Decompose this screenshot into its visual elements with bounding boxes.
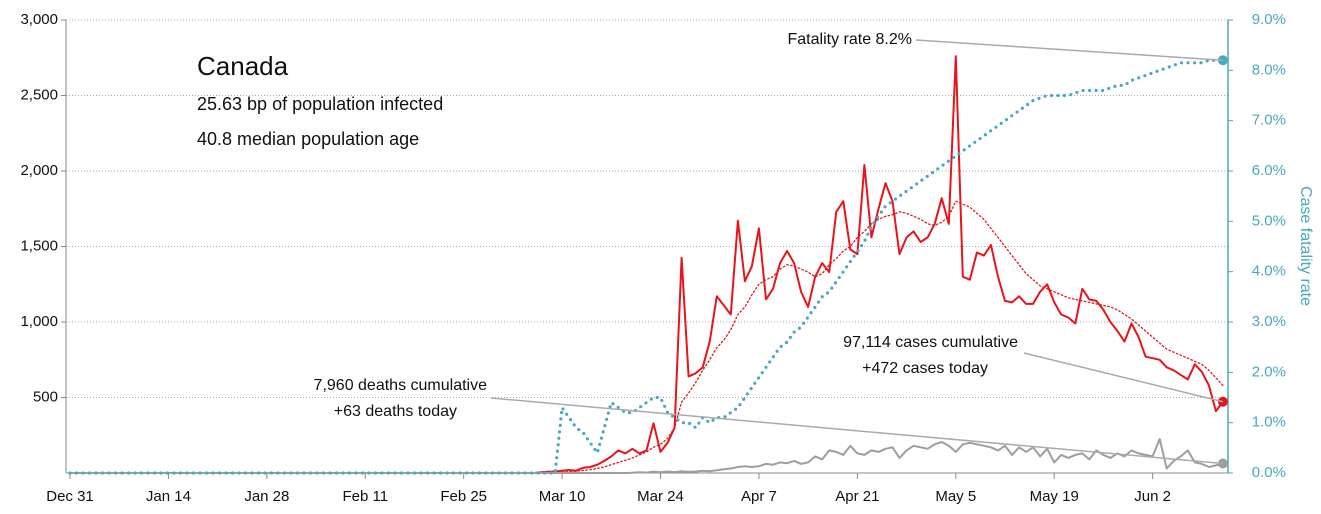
y2-tick-label: 6.0% [1252, 162, 1286, 179]
x-tick-label: Jan 28 [244, 488, 289, 505]
x-tick-label: Mar 10 [539, 488, 586, 505]
y2-tick-label: 9.0% [1252, 11, 1286, 28]
x-tick-label: May 5 [935, 488, 976, 505]
y-tick-label: 2,000 [20, 162, 58, 179]
y2-tick-label: 3.0% [1252, 313, 1286, 330]
x-tick-label: Dec 31 [46, 488, 94, 505]
leader-line [490, 397, 1223, 465]
y2-tick-label: 5.0% [1252, 212, 1286, 229]
leader-line [1023, 352, 1224, 403]
y2-tick-label: 8.0% [1252, 61, 1286, 78]
y-tick-label: 3,000 [20, 11, 58, 28]
y2-tick-label: 4.0% [1252, 263, 1286, 280]
x-tick-label: Apr 7 [741, 488, 777, 505]
leader-line [915, 39, 1223, 62]
x-tick-label: May 19 [1030, 488, 1079, 505]
series-line [69, 200, 1224, 474]
y-tick-label: 2,500 [20, 86, 58, 103]
series-line [69, 55, 1224, 474]
y-tick-label: 500 [33, 388, 58, 405]
y2-tick-label: 0.0% [1252, 464, 1286, 481]
y-tick-label: 1,500 [20, 237, 58, 254]
info-line: 25.63 bp of population infected [197, 94, 443, 114]
x-tick-label: Apr 21 [835, 488, 879, 505]
annotation: +472 cases today [862, 360, 988, 377]
x-tick-label: Feb 11 [342, 488, 388, 505]
y-tick-label: 1,000 [20, 313, 58, 330]
y2-tick-label: 2.0% [1252, 363, 1286, 380]
chart-title: Canada [197, 51, 289, 81]
x-tick-label: Feb 25 [440, 488, 487, 505]
annotation: 97,114 cases cumulative [843, 334, 1018, 351]
x-tick-label: Jun 2 [1134, 488, 1171, 505]
series-line [69, 438, 1224, 474]
annotation: 7,960 deaths cumulative [314, 377, 488, 394]
y2-tick-label: 1.0% [1252, 414, 1286, 431]
series-line [68, 58, 1225, 475]
annotation: +63 deaths today [334, 403, 457, 420]
x-tick-label: Mar 24 [637, 488, 684, 505]
info-line: 40.8 median population age [197, 129, 419, 149]
y2-axis-label: Case fatality rate [1297, 186, 1314, 306]
annotation: Fatality rate 8.2% [788, 31, 913, 48]
x-tick-label: Jan 14 [146, 488, 191, 505]
y2-tick-label: 7.0% [1252, 112, 1286, 129]
